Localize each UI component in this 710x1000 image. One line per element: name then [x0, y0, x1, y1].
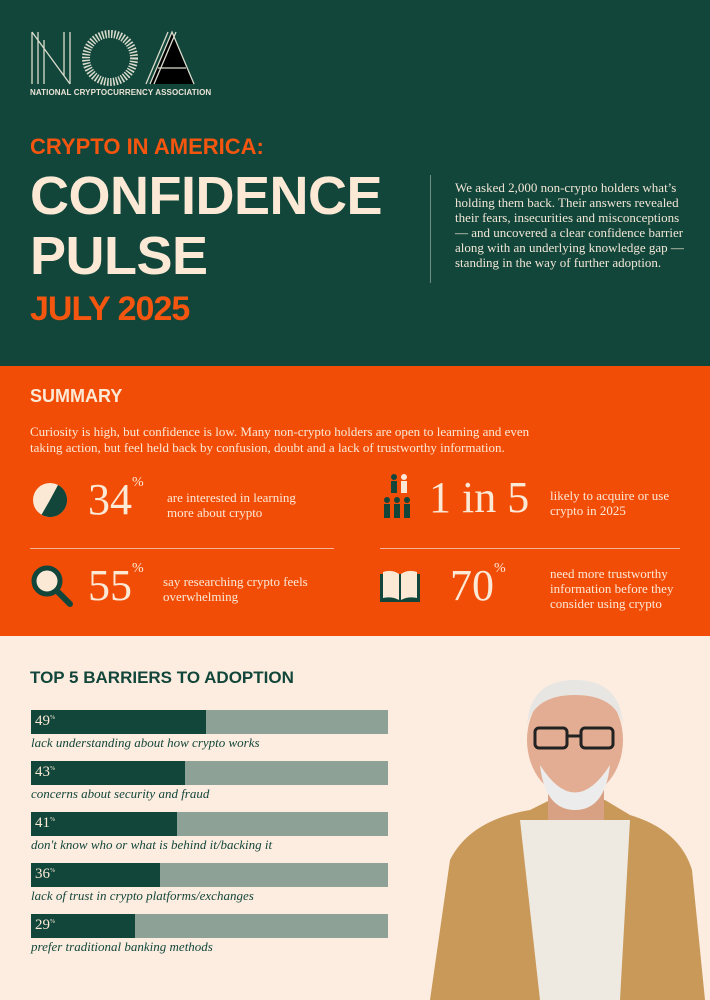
- barrier-bar-fill: [31, 914, 135, 938]
- barrier-bar-fill: [31, 812, 178, 836]
- barrier-value: 43%: [35, 764, 55, 780]
- barrier-label: don't know who or what is behind it/back…: [31, 837, 273, 852]
- people-icon: [384, 474, 410, 518]
- divider: [430, 175, 431, 283]
- man-photo: [430, 680, 705, 1000]
- stat-text: say researching crypto feels overwhelmin…: [163, 574, 308, 604]
- divider: [30, 548, 334, 549]
- barrier-bar-track: 36%: [31, 863, 388, 887]
- summary-heading: SUMMARY: [30, 386, 123, 406]
- pie-chart-icon: [33, 483, 67, 517]
- organization-name: NATIONAL CRYPTOCURRENCY ASSOCIATION: [30, 88, 212, 97]
- nca-logo: [31, 30, 195, 86]
- barrier-bar-track: 41%: [31, 812, 388, 836]
- report-kicker: CRYPTO IN AMERICA:: [30, 134, 264, 159]
- summary-section: SUMMARY Curiosity is high, but confidenc…: [0, 366, 710, 636]
- barrier-bar-fill: [31, 863, 160, 887]
- barrier-bar-fill: [31, 761, 185, 785]
- stat-text: likely to acquire or use crypto in 2025: [550, 488, 670, 518]
- barrier-bar-track: 29%: [31, 914, 388, 938]
- stat-value: 1 in 5: [429, 473, 530, 522]
- stat-value: 70%: [450, 561, 506, 610]
- barrier-label: concerns about security and fraud: [31, 786, 210, 801]
- barrier-label: prefer traditional banking methods: [31, 939, 213, 954]
- hero-section: NATIONAL CRYPTOCURRENCY ASSOCIATION CRYP…: [0, 0, 710, 366]
- report-date: JULY 2025: [30, 290, 190, 328]
- barrier-value: 29%: [35, 917, 55, 933]
- barrier-value: 41%: [35, 815, 55, 831]
- barriers-heading: TOP 5 BARRIERS TO ADOPTION: [30, 668, 294, 687]
- divider: [380, 548, 680, 549]
- report-title: CONFIDENCE PULSE: [30, 166, 383, 286]
- barrier-bar-track: 49%: [31, 710, 388, 734]
- title-line-1: CONFIDENCE: [30, 166, 383, 226]
- barrier-bar-track: 43%: [31, 761, 388, 785]
- barrier-label: lack understanding about how crypto work…: [31, 735, 260, 750]
- barrier-value: 49%: [35, 713, 55, 729]
- stat-text: need more trustworthy information before…: [550, 566, 674, 611]
- stat-overwhelming: 55% say researching crypto feels overwhe…: [30, 561, 308, 610]
- barrier-value: 36%: [35, 866, 55, 882]
- stat-interested: 34% are interested in learning more abou…: [30, 475, 296, 524]
- book-icon: [380, 570, 420, 602]
- stat-value: 34%: [88, 475, 144, 524]
- stat-value: 55%: [88, 561, 144, 610]
- title-line-2: PULSE: [30, 226, 208, 286]
- barrier-bar-fill: [31, 710, 206, 734]
- intro-text: We asked 2,000 non-crypto holders what’s…: [455, 180, 684, 270]
- stat-text: are interested in learning more about cr…: [167, 490, 296, 520]
- barrier-label: lack of trust in crypto platforms/exchan…: [31, 888, 254, 903]
- summary-text: Curiosity is high, but confidence is low…: [30, 424, 530, 455]
- stat-trustworthy: 70% need more trustworthy information be…: [380, 561, 673, 611]
- stat-likely: 1 in 5 likely to acquire or use crypto i…: [383, 473, 669, 522]
- magnifier-icon: [31, 565, 73, 607]
